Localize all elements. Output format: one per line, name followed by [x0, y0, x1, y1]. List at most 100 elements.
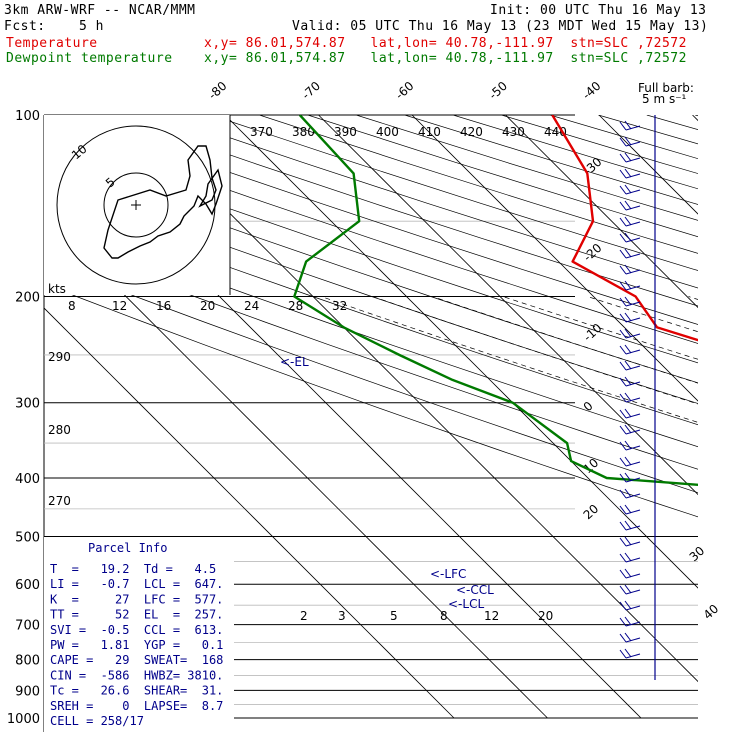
isotherm-label: -70: [299, 79, 323, 103]
wind-barb: [619, 376, 641, 387]
wind-barb: [619, 456, 641, 467]
temperature-profile: [551, 115, 698, 342]
barb-flag: [619, 297, 627, 307]
barb-staff: [625, 605, 641, 611]
barb-flag: [624, 648, 632, 658]
wind-barb: [619, 584, 641, 595]
wind-barb: [619, 152, 641, 163]
barb-flag: [624, 152, 632, 162]
hodo-speed-label: 8: [68, 299, 76, 313]
barb-staff: [625, 621, 641, 627]
barb-flag: [619, 473, 627, 483]
barb-staff: [625, 429, 641, 435]
barb-staff: [625, 461, 641, 467]
barb-flag: [619, 153, 627, 163]
barb-flag: [619, 169, 627, 179]
barb-flag: [619, 345, 627, 355]
dry-adiabat: [356, 115, 698, 221]
barb-flag: [619, 329, 627, 339]
parcel-info-row: SREH = 0 LAPSE= 8.7: [50, 699, 223, 713]
barb-flag: [619, 441, 627, 451]
theta-label: 410: [418, 125, 441, 139]
parcel-info-row: SVI = -0.5 CCL = 613.: [50, 623, 223, 637]
valid-time: Valid: 05 UTC Thu 16 May 13 (23 MDT Wed …: [292, 19, 709, 34]
wind-barb: [619, 568, 641, 579]
barb-flag: [619, 201, 627, 211]
barb-flag: [624, 360, 632, 370]
barb-flag: [619, 409, 627, 419]
wind-barb: [619, 136, 641, 147]
barb-staff: [625, 285, 641, 291]
wind-barb: [619, 536, 641, 547]
parcel-info-row: PW = 1.81 YGP = 0.1: [50, 638, 223, 652]
barb-flag: [619, 537, 627, 547]
theta-e-label: 280: [48, 423, 71, 437]
wind-barb: [619, 488, 641, 499]
wind-barb: [619, 248, 641, 259]
barb-staff: [625, 189, 641, 195]
wind-barb: [619, 120, 641, 131]
barb-flag: [624, 344, 632, 354]
pressure-tick-label: 800: [15, 654, 40, 669]
hodo-speed-label: 28: [288, 299, 303, 313]
parcel-info-row: CAPE = 29 SWEAT= 168: [50, 653, 223, 667]
pressure-tick-label: 200: [15, 291, 40, 306]
barb-staff: [625, 573, 641, 579]
model-title: 3km ARW-WRF -- NCAR/MMM: [4, 3, 196, 18]
wind-barb: [619, 264, 641, 275]
barb-flag: [624, 584, 632, 594]
hodo-speed-label: 12: [112, 299, 127, 313]
barb-staff: [625, 365, 641, 371]
barb-flag: [624, 296, 632, 306]
pressure-tick-label: 100: [15, 109, 40, 124]
barb-staff: [625, 637, 641, 643]
dry-adiabat: [44, 283, 698, 518]
barb-flag: [624, 312, 632, 322]
isotherm-label: 20: [581, 502, 602, 523]
level-annotation: <-EL: [280, 355, 309, 369]
guide-lines: [44, 115, 698, 719]
barb-flag: [624, 392, 632, 402]
parcel-info-row: T = 19.2 Td = 4.5: [50, 562, 216, 576]
barb-flag: [619, 249, 627, 259]
parcel-info-row: LI = -0.7 LCL = 647.: [50, 577, 223, 591]
moist-adiabat: [587, 296, 698, 333]
parcel-info-row: CELL = 258/17: [50, 714, 144, 728]
isotherm-line: [131, 115, 698, 683]
barb-flag: [619, 617, 627, 627]
wind-barb: [619, 504, 641, 515]
barb-staff: [625, 237, 641, 243]
barb-flag: [624, 424, 632, 434]
wind-barb: [619, 440, 641, 451]
isotherm-line: [692, 115, 698, 122]
wind-barb: [619, 344, 641, 355]
barb-staff: [625, 125, 641, 131]
dry-adiabat: [695, 115, 698, 117]
isotherm-line: [318, 115, 698, 496]
barb-staff: [625, 525, 641, 531]
barb-staff: [625, 381, 641, 387]
wind-barb: [619, 312, 641, 323]
barb-flag: [624, 232, 632, 242]
level-annotation: <-LCL: [448, 597, 484, 611]
hodo-speed-label: 20: [200, 299, 215, 313]
isotherm-label: -10: [581, 321, 605, 345]
level-annotations: <-EL <-LFC <-CCL<-LCL: [280, 355, 494, 611]
barb-flag: [624, 600, 632, 610]
barb-flag: [624, 456, 632, 466]
barb-flag: [624, 616, 632, 626]
barb-flag: [624, 328, 632, 338]
hodo-speed-label: 24: [244, 299, 259, 313]
barb-flag: [624, 472, 632, 482]
barb-flag: [619, 137, 627, 147]
barb-flag: [619, 377, 627, 387]
sounding-profiles: [293, 115, 698, 487]
mixing-ratio-label: 2: [300, 609, 308, 623]
barb-staff: [625, 349, 641, 355]
wind-barb: [619, 648, 641, 659]
barb-staff: [625, 493, 641, 499]
theta-label: 380: [292, 125, 315, 139]
barb-legend: Full barb:5 m s⁻¹: [638, 81, 694, 106]
wind-barb: [619, 600, 641, 611]
